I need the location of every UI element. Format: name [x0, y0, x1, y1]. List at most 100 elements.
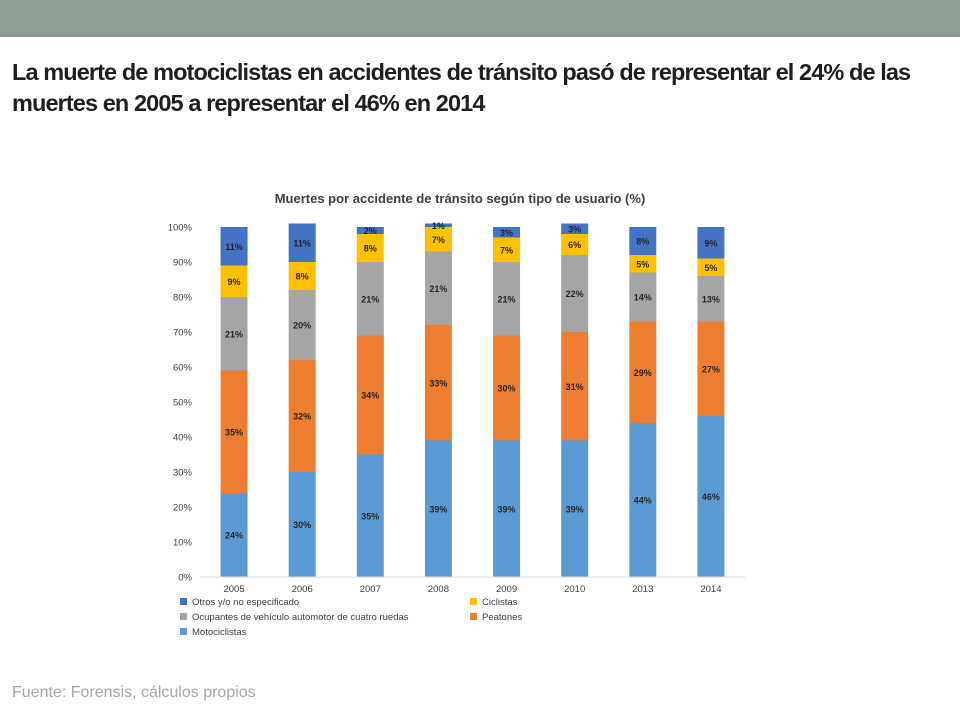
- legend-label: Motociclistas: [192, 627, 247, 638]
- data-label: 46%: [702, 492, 720, 502]
- bar-segment: [288, 360, 316, 472]
- data-label: 39%: [566, 504, 584, 514]
- data-label: 31%: [566, 382, 584, 392]
- x-tick-label: 2013: [632, 584, 653, 595]
- bar-segment: [629, 423, 657, 577]
- data-label: 14%: [634, 293, 652, 303]
- bar-segment: [356, 454, 384, 577]
- bar-segment: [697, 416, 725, 577]
- stacked-bar-chart: 0% 10% 20% 30% 40% 50% 60% 70% 80% 90% 100% 24% 35% 2…: [168, 221, 745, 638]
- data-label: 5%: [704, 263, 717, 273]
- bar-segment: [356, 335, 384, 455]
- bar-segment: [493, 262, 521, 336]
- bar-segment: [220, 297, 248, 371]
- bar-segment: [220, 370, 248, 493]
- legend-label: Peatones: [482, 612, 522, 623]
- data-label: 20%: [293, 321, 311, 331]
- legend-swatch: [470, 613, 477, 620]
- bar-segment: [220, 227, 248, 266]
- data-label: 27%: [702, 364, 720, 374]
- bar-segment: [288, 223, 316, 262]
- bar-segment: [220, 493, 248, 577]
- bar-segment: [493, 227, 521, 238]
- bar-segment: [288, 262, 316, 290]
- data-label: 21%: [498, 294, 516, 304]
- x-tick-label: 2008: [428, 584, 449, 595]
- data-label: 24%: [225, 531, 243, 541]
- data-label: 39%: [429, 504, 447, 514]
- bar-segment: [493, 335, 521, 441]
- bar-segment: [561, 332, 589, 441]
- bar-segment: [493, 237, 521, 262]
- legend-swatch: [470, 598, 477, 605]
- y-tick-label: 90%: [173, 258, 193, 269]
- legend-swatch: [180, 613, 187, 620]
- data-label: 3%: [568, 224, 581, 234]
- data-label: 11%: [293, 238, 311, 248]
- y-tick-label: 10%: [173, 538, 193, 549]
- y-tick-label: 60%: [173, 363, 193, 374]
- data-label: 1%: [432, 221, 445, 231]
- bar-segment: [697, 227, 725, 259]
- data-label: 34%: [361, 391, 379, 401]
- data-label: 11%: [225, 242, 243, 252]
- bar-segment: [561, 223, 589, 234]
- bar-segment: [561, 255, 589, 332]
- bar-segment: [424, 251, 452, 325]
- bar-segment: [629, 321, 657, 423]
- y-tick-label: 100%: [168, 223, 193, 234]
- data-label: 3%: [500, 228, 513, 238]
- bar-segment: [629, 227, 657, 255]
- x-tick-label: 2006: [292, 584, 313, 595]
- slide-title: La muerte de motociclistas en accidentes…: [12, 59, 911, 116]
- data-label: 21%: [225, 329, 243, 339]
- x-tick-label: 2014: [700, 584, 721, 595]
- x-tick-label: 2010: [564, 584, 585, 595]
- top-banner-bar: [0, 0, 960, 37]
- chart-container: Muertes por accidente de tránsito según …: [150, 185, 770, 645]
- data-label: 7%: [500, 245, 513, 255]
- bar-segment: [288, 472, 316, 577]
- data-label: 8%: [296, 272, 309, 282]
- bar-segment: [493, 440, 521, 577]
- bar-segment: [356, 227, 384, 234]
- data-label: 30%: [498, 384, 516, 394]
- bar-segment: [561, 440, 589, 577]
- data-label: 8%: [364, 244, 377, 254]
- legend-label: Otros y/o no especificado: [192, 597, 299, 608]
- data-label: 9%: [704, 238, 717, 248]
- bar-segment: [697, 258, 725, 276]
- data-label: 7%: [432, 235, 445, 245]
- bar-segment: [697, 276, 725, 322]
- data-label: 6%: [568, 240, 581, 250]
- data-label: 5%: [636, 259, 649, 269]
- bar-segment: [629, 255, 657, 273]
- data-label: 21%: [429, 284, 447, 294]
- bar-segment: [561, 234, 589, 255]
- data-label: 35%: [225, 427, 243, 437]
- bar-segment: [356, 262, 384, 336]
- bar-segment: [424, 440, 452, 577]
- bar-segment: [288, 290, 316, 360]
- data-label: 13%: [702, 294, 720, 304]
- bar-segment: [356, 234, 384, 262]
- y-tick-label: 80%: [173, 293, 193, 304]
- y-tick-label: 70%: [173, 328, 193, 339]
- data-label: 29%: [634, 368, 652, 378]
- y-tick-label: 50%: [173, 398, 193, 409]
- legend-swatch: [180, 628, 187, 635]
- data-label: 22%: [566, 289, 584, 299]
- y-tick-label: 40%: [173, 433, 193, 444]
- data-label: 21%: [361, 294, 379, 304]
- data-label: 35%: [361, 511, 379, 521]
- data-label: 30%: [293, 520, 311, 530]
- data-label: 44%: [634, 496, 652, 506]
- data-label: 2%: [364, 226, 377, 236]
- bar-segment: [697, 321, 725, 416]
- bar-segment: [424, 227, 452, 252]
- y-tick-label: 20%: [173, 503, 193, 514]
- bar-segment: [629, 272, 657, 322]
- data-label: 32%: [293, 412, 311, 422]
- chart-title: Muertes por accidente de tránsito según …: [274, 191, 646, 206]
- bar-segment: [424, 325, 452, 441]
